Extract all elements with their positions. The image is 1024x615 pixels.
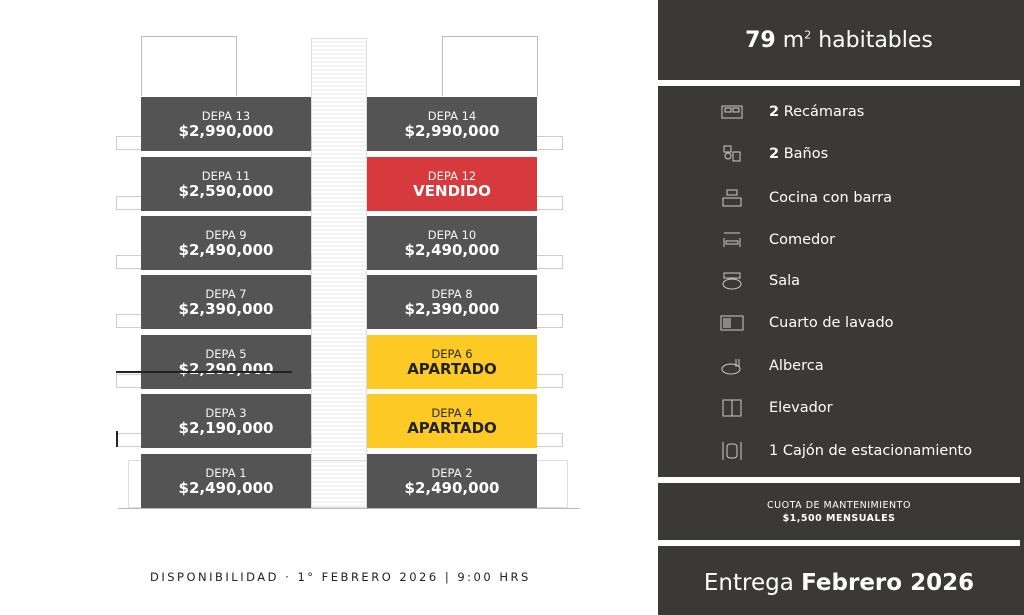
ground-floor-facade	[128, 460, 568, 508]
unit-price: $2,490,000	[178, 240, 274, 259]
area-sup: 2	[804, 28, 812, 42]
laundry-icon	[720, 315, 744, 331]
unit-name: DEPA 1	[205, 465, 247, 480]
feature-item: 2 Baños	[720, 144, 828, 164]
unit-name: DEPA 14	[427, 108, 477, 123]
marker-line	[116, 371, 292, 373]
divider	[658, 540, 1020, 546]
feature-count: 2	[769, 146, 780, 162]
feature-item: Alberca	[720, 356, 824, 376]
sofa-icon	[722, 272, 742, 290]
unit-price: APARTADO	[407, 418, 497, 437]
roof-structure-right	[442, 36, 538, 96]
feature-label: Elevador	[769, 400, 833, 416]
habitable-area: 79 m2 habitables	[658, 28, 1020, 53]
dining-icon	[723, 232, 741, 247]
feature-item: 2 Recámaras	[720, 102, 864, 122]
divider	[658, 80, 1020, 86]
unit-price: $2,990,000	[178, 121, 274, 140]
unit-name: DEPA 7	[205, 286, 247, 301]
area-label: habitables	[818, 28, 933, 53]
unit-depa-7[interactable]: DEPA 7 $2,390,000	[141, 275, 311, 329]
unit-price: $2,490,000	[404, 240, 500, 259]
feature-item: 1 Cajón de estacionamiento	[720, 441, 972, 461]
unit-name: DEPA 10	[427, 227, 477, 242]
unit-depa-14[interactable]: DEPA 14 $2,990,000	[367, 97, 537, 151]
unit-price: $2,990,000	[404, 121, 500, 140]
bed-icon	[721, 105, 743, 119]
unit-name: DEPA 9	[205, 227, 247, 242]
unit-depa-4[interactable]: DEPA 4 APARTADO	[367, 394, 537, 448]
unit-name: DEPA 6	[431, 346, 473, 361]
area-value: 79	[745, 28, 776, 53]
marker-line	[116, 431, 118, 447]
unit-name: DEPA 8	[431, 286, 473, 301]
unit-name: DEPA 2	[431, 465, 473, 480]
kitchen-icon	[722, 189, 742, 207]
feature-item: Cocina con barra	[720, 188, 892, 208]
feature-label: Cuarto de lavado	[769, 315, 894, 331]
unit-depa-8[interactable]: DEPA 8 $2,390,000	[367, 275, 537, 329]
unit-name: DEPA 13	[201, 108, 251, 123]
unit-price: $2,390,000	[178, 299, 274, 318]
bathroom-icon	[723, 145, 741, 162]
feature-label: Alberca	[769, 358, 824, 374]
feature-label: Cocina con barra	[769, 190, 892, 206]
unit-name: DEPA 11	[201, 168, 251, 183]
unit-price: $2,490,000	[404, 478, 500, 497]
delivery-date: Entrega Febrero 2026	[658, 570, 1020, 596]
unit-name: DEPA 4	[431, 405, 473, 420]
unit-name: DEPA 3	[205, 405, 247, 420]
unit-price: APARTADO	[407, 359, 497, 378]
unit-depa-10[interactable]: DEPA 10 $2,490,000	[367, 216, 537, 270]
elevator-icon	[722, 399, 742, 417]
unit-depa-2[interactable]: DEPA 2 $2,490,000	[367, 454, 537, 508]
building-elevation: DEPA 13 $2,990,000 DEPA 14 $2,990,000 DEPA 1…	[116, 36, 580, 584]
ground-line	[118, 508, 580, 509]
unit-depa-12[interactable]: DEPA 12 VENDIDO	[367, 157, 537, 211]
unit-price: $2,290,000	[178, 359, 274, 378]
unit-depa-3[interactable]: DEPA 3 $2,190,000	[141, 394, 311, 448]
unit-depa-1[interactable]: DEPA 1 $2,490,000	[141, 454, 311, 508]
maintenance-value: $1,500 MENSUALES	[782, 513, 896, 524]
unit-price: $2,190,000	[178, 418, 274, 437]
feature-label: Recámaras	[783, 104, 865, 120]
divider	[658, 477, 1020, 483]
parking-icon	[722, 442, 742, 460]
delivery-value: Febrero 2026	[801, 570, 975, 596]
feature-label: Baños	[783, 146, 829, 162]
unit-name: DEPA 12	[427, 168, 477, 183]
feature-item: Sala	[720, 271, 800, 291]
unit-depa-9[interactable]: DEPA 9 $2,490,000	[141, 216, 311, 270]
feature-count: 2	[769, 104, 780, 120]
delivery-label: Entrega	[703, 570, 794, 596]
elevator-shaft	[311, 38, 367, 508]
maintenance-label: CUOTA DE MANTENIMIENTO	[767, 500, 911, 511]
unit-price: $2,590,000	[178, 181, 274, 200]
unit-depa-11[interactable]: DEPA 11 $2,590,000	[141, 157, 311, 211]
feature-item: Cuarto de lavado	[720, 313, 894, 333]
feature-item: Comedor	[720, 230, 835, 250]
info-panel: 79 m2 habitables 2 Recámaras 2 Baños Cocin…	[658, 0, 1024, 615]
unit-name: DEPA 5	[205, 346, 247, 361]
unit-depa-5[interactable]: DEPA 5 $2,290,000	[141, 335, 311, 389]
maintenance-fee: CUOTA DE MANTENIMIENTO $1,500 MENSUALES	[658, 499, 1020, 525]
feature-item: Elevador	[720, 398, 833, 418]
feature-label: 1 Cajón de estacionamiento	[769, 443, 973, 459]
pool-icon	[721, 359, 741, 375]
area-unit: m	[782, 28, 805, 53]
availability-date: DISPONIBILIDAD · 1° FEBRERO 2026 | 9:00 …	[150, 570, 531, 584]
unit-depa-13[interactable]: DEPA 13 $2,990,000	[141, 97, 311, 151]
unit-price: $2,490,000	[178, 478, 274, 497]
feature-label: Comedor	[769, 232, 836, 248]
unit-price: $2,390,000	[404, 299, 500, 318]
unit-depa-6[interactable]: DEPA 6 APARTADO	[367, 335, 537, 389]
feature-label: Sala	[769, 273, 801, 289]
unit-price: VENDIDO	[413, 181, 491, 200]
roof-structure-left	[141, 36, 237, 96]
